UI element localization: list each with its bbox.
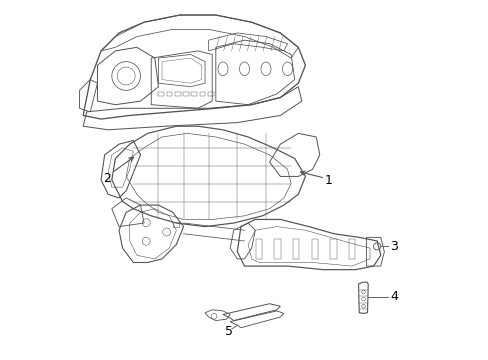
Text: 1: 1 bbox=[324, 174, 332, 186]
Bar bbox=[255, 239, 262, 259]
Bar bbox=[329, 239, 336, 259]
Text: 4: 4 bbox=[389, 290, 397, 303]
Bar bbox=[175, 93, 180, 96]
Bar bbox=[348, 239, 355, 259]
Bar bbox=[158, 93, 164, 96]
Bar bbox=[191, 93, 197, 96]
Bar bbox=[274, 239, 280, 259]
Text: 5: 5 bbox=[224, 325, 232, 338]
Text: 3: 3 bbox=[389, 240, 397, 253]
Bar bbox=[166, 93, 172, 96]
Bar bbox=[311, 239, 317, 259]
Bar bbox=[199, 93, 205, 96]
Bar bbox=[172, 222, 179, 226]
Bar bbox=[292, 239, 299, 259]
Bar bbox=[183, 93, 188, 96]
Text: 2: 2 bbox=[103, 172, 111, 185]
Bar bbox=[207, 93, 213, 96]
